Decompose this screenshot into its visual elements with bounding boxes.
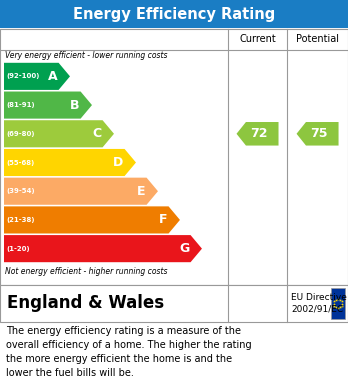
- Text: (55-68): (55-68): [6, 160, 34, 165]
- Polygon shape: [4, 235, 202, 262]
- Text: A: A: [48, 70, 57, 83]
- Text: C: C: [93, 127, 102, 140]
- Text: E: E: [137, 185, 145, 198]
- Polygon shape: [237, 122, 278, 145]
- Text: D: D: [113, 156, 124, 169]
- Text: (21-38): (21-38): [6, 217, 34, 223]
- Text: Potential: Potential: [296, 34, 339, 45]
- Text: (92-100): (92-100): [6, 74, 39, 79]
- Text: Current: Current: [239, 34, 276, 45]
- Text: G: G: [179, 242, 190, 255]
- Text: 75: 75: [310, 127, 328, 140]
- Bar: [0, 29, 348, 285]
- Text: England & Wales: England & Wales: [7, 294, 164, 312]
- Text: (1-20): (1-20): [6, 246, 30, 252]
- Text: (69-80): (69-80): [6, 131, 34, 137]
- Text: Not energy efficient - higher running costs: Not energy efficient - higher running co…: [5, 267, 167, 276]
- Text: B: B: [70, 99, 80, 111]
- Text: The energy efficiency rating is a measure of the
overall efficiency of a home. T: The energy efficiency rating is a measur…: [6, 326, 252, 378]
- Bar: [0, 0, 348, 28]
- Bar: [0, 285, 348, 322]
- Polygon shape: [4, 178, 158, 205]
- Polygon shape: [4, 149, 136, 176]
- Text: F: F: [159, 213, 168, 226]
- Polygon shape: [4, 206, 180, 233]
- Polygon shape: [4, 91, 92, 118]
- Text: 72: 72: [250, 127, 268, 140]
- Polygon shape: [4, 120, 114, 147]
- Text: (39-54): (39-54): [6, 188, 34, 194]
- Polygon shape: [296, 122, 339, 145]
- Text: Very energy efficient - lower running costs: Very energy efficient - lower running co…: [5, 52, 167, 61]
- Text: EU Directive
2002/91/EC: EU Directive 2002/91/EC: [291, 293, 347, 314]
- Bar: [331, 288, 345, 319]
- Text: Energy Efficiency Rating: Energy Efficiency Rating: [73, 7, 275, 22]
- Text: (81-91): (81-91): [6, 102, 34, 108]
- Polygon shape: [4, 63, 70, 90]
- Bar: [0, 29, 348, 50]
